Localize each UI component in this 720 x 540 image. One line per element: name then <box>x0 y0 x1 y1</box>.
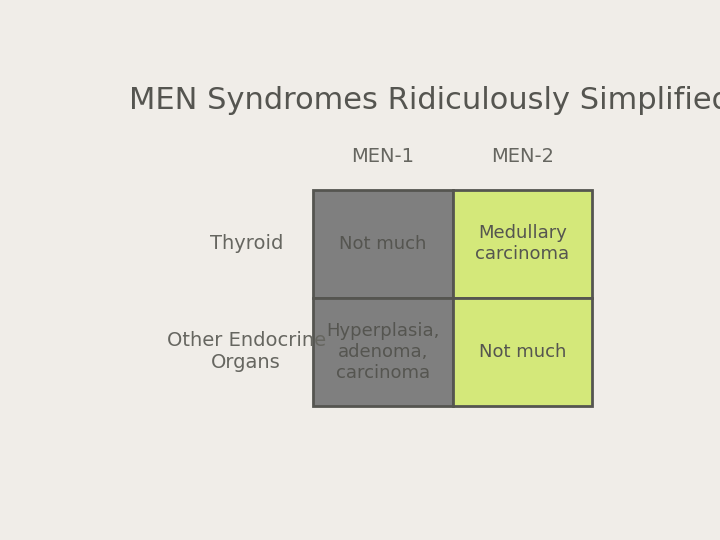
Text: Medullary
carcinoma: Medullary carcinoma <box>475 224 570 263</box>
Text: Other Endocrine
Organs: Other Endocrine Organs <box>166 331 326 372</box>
FancyBboxPatch shape <box>313 298 453 406</box>
FancyBboxPatch shape <box>313 190 453 298</box>
Text: MEN Syndromes Ridiculously Simplified: MEN Syndromes Ridiculously Simplified <box>129 85 720 114</box>
FancyBboxPatch shape <box>453 298 593 406</box>
Text: Thyroid: Thyroid <box>210 234 283 253</box>
Text: Not much: Not much <box>339 234 427 253</box>
Text: Hyperplasia,
adenoma,
carcinoma: Hyperplasia, adenoma, carcinoma <box>326 322 440 381</box>
Text: MEN-1: MEN-1 <box>351 147 415 166</box>
FancyBboxPatch shape <box>453 190 593 298</box>
Text: MEN-2: MEN-2 <box>491 147 554 166</box>
Text: Not much: Not much <box>479 343 566 361</box>
